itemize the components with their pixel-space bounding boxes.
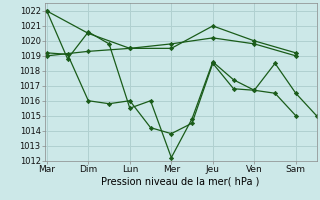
X-axis label: Pression niveau de la mer( hPa ): Pression niveau de la mer( hPa ): [101, 177, 260, 187]
